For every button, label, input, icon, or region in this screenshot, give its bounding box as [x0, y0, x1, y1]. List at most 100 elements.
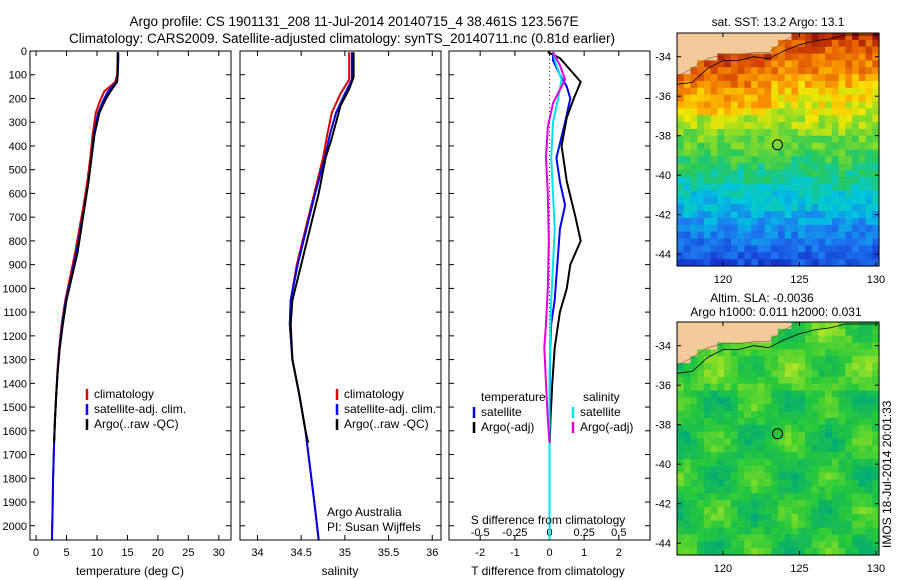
- map-cell: [764, 122, 772, 130]
- map-cell: [724, 67, 732, 75]
- map-cell: [825, 465, 833, 474]
- map-cell: [811, 190, 819, 199]
- map-cell: [872, 363, 880, 371]
- map-cell: [804, 94, 813, 103]
- map-cell: [818, 39, 826, 48]
- map-cell: [845, 252, 853, 260]
- map-cell: [737, 101, 745, 109]
- map-cell: [744, 101, 752, 109]
- map-cell: [858, 342, 867, 351]
- map-cell: [798, 328, 806, 337]
- map-cell: [852, 149, 860, 157]
- map-cell: [730, 322, 739, 330]
- map-cell: [798, 459, 806, 467]
- map-cell: [865, 411, 873, 419]
- map-cell: [744, 142, 752, 151]
- map-cell: [825, 411, 833, 419]
- map-cell: [683, 39, 692, 48]
- map-cell: [791, 342, 799, 351]
- map-cell: [791, 204, 799, 212]
- map-cell: [764, 417, 772, 426]
- map-cell: [798, 369, 806, 378]
- map-cell: [744, 376, 752, 385]
- map-cell: [798, 397, 806, 405]
- map-cell: [845, 197, 853, 205]
- legend-label: satellite: [580, 405, 621, 419]
- map-cell: [811, 363, 819, 371]
- map-cell: [757, 128, 766, 137]
- map-cell: [757, 122, 766, 130]
- map-cell: [845, 135, 853, 144]
- map-cell: [771, 94, 779, 103]
- series-line: [50, 52, 119, 541]
- map-cell: [683, 342, 692, 351]
- map-cell: [737, 135, 745, 144]
- map-cell: [838, 135, 846, 144]
- x-tick-label: 2: [616, 547, 622, 559]
- map-cell: [872, 404, 880, 412]
- map-cell: [757, 548, 766, 556]
- map-cell: [683, 231, 692, 240]
- map-cell: [825, 128, 833, 137]
- map-cell: [724, 500, 732, 508]
- map-cell: [771, 149, 779, 157]
- map-cell: [872, 376, 880, 385]
- map-cell: [751, 493, 759, 501]
- map-cell: [838, 479, 846, 488]
- map-cell: [818, 465, 826, 474]
- map-cell: [831, 424, 840, 433]
- map-cell: [757, 417, 766, 426]
- map-cell: [798, 322, 806, 330]
- map-cell: [778, 108, 786, 116]
- map-cell: [865, 122, 873, 130]
- map-cell: [798, 183, 806, 192]
- map-cell: [697, 335, 705, 344]
- map-cell: [825, 67, 833, 75]
- map-cell: [831, 349, 840, 357]
- map-cell: [858, 128, 867, 137]
- map-cell: [751, 404, 759, 412]
- map-cell: [811, 108, 819, 116]
- map-cell: [717, 445, 725, 453]
- map-cell: [811, 128, 819, 137]
- map-cell: [811, 224, 819, 233]
- map-cell: [778, 527, 786, 536]
- map-cell: [865, 87, 873, 96]
- map-cell: [858, 493, 867, 501]
- map-cell: [784, 376, 793, 385]
- map-cell: [798, 431, 806, 440]
- map-cell: [872, 128, 880, 137]
- map-cell: [724, 101, 732, 109]
- map-cell: [724, 459, 732, 467]
- map-cell: [852, 80, 860, 89]
- map-cell: [677, 135, 685, 144]
- map-cell: [865, 238, 873, 247]
- map-cell: [865, 33, 873, 41]
- map-cell: [784, 211, 793, 219]
- map-cell: [852, 252, 860, 260]
- map-cell: [737, 342, 745, 351]
- map-cell: [818, 328, 826, 337]
- map-cell: [852, 459, 860, 467]
- map-cell: [825, 527, 833, 536]
- map-cell: [838, 197, 846, 205]
- map-cell: [771, 417, 779, 426]
- map-cell: [717, 60, 725, 68]
- map-cell: [845, 452, 853, 460]
- map-cell: [858, 541, 867, 549]
- map-cell: [757, 252, 766, 260]
- map-cell: [683, 33, 692, 41]
- map-cell: [778, 115, 786, 123]
- map-cell: [804, 218, 813, 226]
- top-x-tick-label: -0.5: [471, 527, 490, 539]
- map-cell: [831, 328, 840, 337]
- map-cell: [798, 101, 806, 109]
- map-cell: [804, 135, 813, 144]
- map-cell: [845, 363, 853, 371]
- map-cell: [730, 176, 739, 185]
- map-cell: [771, 500, 779, 508]
- map-cell: [697, 445, 705, 453]
- map-cell: [784, 33, 793, 41]
- map-cell: [771, 342, 779, 351]
- map-cell: [838, 176, 846, 185]
